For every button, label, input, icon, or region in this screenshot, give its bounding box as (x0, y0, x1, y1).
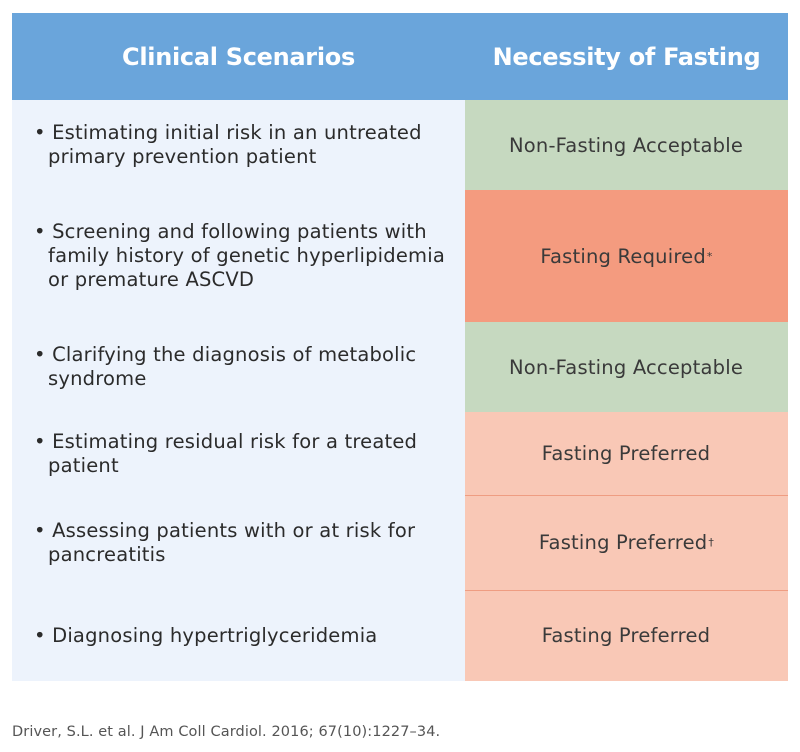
fasting-cell: Fasting Preferred (465, 412, 788, 495)
scenario-text: • Assessing patients with or at risk for… (34, 518, 416, 566)
fasting-cell: Non-Fasting Acceptable (465, 322, 788, 412)
fasting-text: Fasting Preferred (538, 531, 708, 554)
fasting-text: Non-Fasting Acceptable (508, 133, 744, 157)
fasting-cell: Fasting Preferred (465, 590, 788, 681)
scenario-text: • Clarifying the diagnosis of metabolic … (34, 343, 417, 390)
scenario-column (12, 100, 465, 681)
row-divider (465, 495, 788, 496)
table-row: • Estimating initial risk in an untreate… (12, 100, 788, 190)
row-divider (465, 590, 788, 591)
table-row: • Estimating residual risk for a treated… (12, 412, 788, 495)
fasting-cell: Non-Fasting Acceptable (465, 100, 788, 190)
scenario-cell: • Estimating initial risk in an untreate… (34, 100, 454, 190)
fasting-cell: Fasting Required * (465, 190, 788, 322)
scenario-cell: • Diagnosing hypertriglyceridemia (34, 590, 454, 681)
fasting-text: Non-Fasting Acceptable (508, 355, 744, 379)
fasting-text: Fasting Preferred (541, 624, 711, 647)
fasting-mark: * (706, 249, 713, 263)
table-row: • Diagnosing hypertriglyceridemia Fastin… (12, 590, 788, 681)
table-row: • Assessing patients with or at risk for… (12, 495, 788, 590)
fasting-cell: Fasting Preferred † (465, 495, 788, 590)
fasting-table: Clinical Scenarios Necessity of Fasting … (12, 13, 788, 681)
scenario-text: • Diagnosing hypertriglyceridemia (34, 623, 378, 647)
scenario-cell: • Estimating residual risk for a treated… (34, 412, 454, 495)
scenario-cell: • Clarifying the diagnosis of metabolic … (34, 322, 454, 412)
fasting-text: Fasting Preferred (541, 442, 711, 465)
fasting-text: Fasting Required (540, 244, 706, 268)
scenario-text: • Screening and following patients with … (34, 220, 446, 291)
scenario-text: • Estimating residual risk for a treated… (34, 429, 418, 477)
header-clinical-scenarios: Clinical Scenarios (122, 42, 355, 71)
citation: Driver, S.L. et al. J Am Coll Cardiol. 2… (12, 724, 441, 740)
header-necessity-of-fasting: Necessity of Fasting (492, 42, 761, 71)
table-header: Clinical Scenarios Necessity of Fasting (12, 13, 788, 100)
fasting-mark: † (708, 536, 715, 549)
scenario-cell: • Screening and following patients with … (34, 190, 454, 322)
scenario-cell: • Assessing patients with or at risk for… (34, 495, 454, 590)
table-row: • Clarifying the diagnosis of metabolic … (12, 322, 788, 412)
scenario-text: • Estimating initial risk in an untreate… (34, 121, 422, 168)
table-row: • Screening and following patients with … (12, 190, 788, 322)
